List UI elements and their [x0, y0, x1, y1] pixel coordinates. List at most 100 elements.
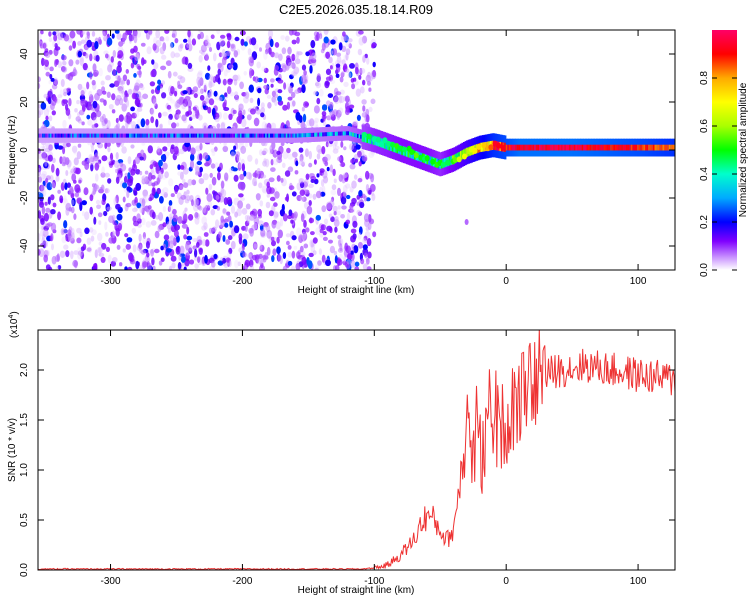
- noise-blob: [114, 30, 120, 34]
- ridge-cell: [662, 144, 665, 151]
- noise-blob: [112, 50, 117, 58]
- noise-blob: [301, 228, 306, 235]
- noise-blob: [322, 120, 327, 127]
- noise-blob: [101, 155, 108, 162]
- noise-blob: [210, 148, 216, 153]
- noise-blob: [38, 104, 41, 109]
- noise-blob: [57, 265, 62, 270]
- noise-blob: [96, 204, 102, 210]
- noise-blob: [321, 111, 327, 117]
- noise-blob: [116, 244, 121, 250]
- spec-x-tick-label: -300: [101, 276, 121, 287]
- ridge-cell: [339, 131, 342, 136]
- noise-blob: [336, 113, 341, 120]
- ridge-cell: [113, 133, 116, 138]
- ridge-cell: [241, 133, 244, 138]
- noise-blob: [82, 243, 87, 251]
- ridge-cell: [187, 133, 190, 138]
- noise-blob: [273, 53, 280, 59]
- spec-x-tick-label: 0: [503, 276, 509, 287]
- noise-blob: [350, 250, 354, 255]
- ridge-cell: [219, 133, 222, 138]
- ridge-cell: [304, 133, 307, 138]
- noise-blob: [220, 215, 224, 223]
- noise-blob: [66, 87, 72, 92]
- noise-blob: [336, 55, 342, 64]
- noise-blob: [42, 42, 47, 49]
- ridge-cell: [586, 144, 589, 151]
- noise-blob: [336, 52, 342, 57]
- noise-blob: [243, 96, 249, 104]
- ridge-cell: [523, 144, 526, 151]
- ridge-blob: [418, 154, 424, 161]
- noise-blob: [321, 146, 326, 155]
- noise-blob: [167, 206, 171, 212]
- noise-blob: [232, 62, 238, 71]
- ridge-cell: [358, 134, 361, 139]
- noise-blob: [294, 170, 299, 175]
- noise-blob: [88, 106, 93, 111]
- noise-blob: [139, 83, 144, 89]
- ridge-cell: [328, 132, 331, 137]
- noise-blob: [105, 246, 110, 252]
- noise-blob: [84, 161, 90, 167]
- noise-blob: [202, 100, 207, 106]
- noise-blob: [65, 250, 70, 258]
- noise-blob: [336, 258, 343, 266]
- noise-blob: [151, 257, 155, 266]
- noise-blob: [218, 231, 222, 239]
- noise-blob: [321, 205, 327, 213]
- noise-blob: [295, 111, 301, 121]
- noise-blob: [117, 60, 122, 68]
- noise-blob: [270, 51, 275, 58]
- ridge-cell: [46, 133, 49, 138]
- noise-blob: [347, 38, 353, 43]
- ridge-cell: [62, 133, 65, 138]
- ridge-cell: [664, 144, 667, 151]
- noise-blob: [196, 160, 202, 166]
- noise-blob: [299, 181, 305, 189]
- ridge-cell: [635, 144, 638, 151]
- noise-blob: [281, 203, 285, 212]
- noise-blob: [280, 177, 284, 183]
- noise-blob: [108, 237, 115, 244]
- noise-blob: [255, 193, 261, 201]
- noise-blob: [115, 194, 119, 204]
- noise-blob: [293, 66, 300, 75]
- ridge-cell: [532, 144, 535, 151]
- noise-blob: [62, 60, 67, 66]
- noise-blob: [40, 164, 44, 171]
- noise-blob: [329, 245, 335, 254]
- noise-blob: [370, 173, 375, 183]
- noise-blob: [96, 110, 102, 118]
- noise-blob: [340, 214, 345, 219]
- ridge-blob: [375, 136, 381, 143]
- noise-blob: [287, 166, 294, 173]
- noise-blob: [162, 146, 168, 152]
- noise-blob: [133, 56, 137, 65]
- noise-blob: [333, 211, 337, 216]
- noise-blob: [203, 84, 207, 93]
- noise-blob: [216, 206, 221, 211]
- noise-blob: [91, 79, 96, 86]
- noise-blob: [368, 151, 375, 158]
- ridge-cell: [75, 133, 78, 138]
- noise-blob: [51, 243, 54, 251]
- noise-blob: [112, 220, 116, 226]
- noise-blob: [207, 65, 211, 71]
- noise-blob: [244, 224, 248, 232]
- noise-blob: [371, 44, 376, 49]
- noise-blob: [310, 40, 316, 49]
- noise-blob: [238, 162, 242, 169]
- noise-blob: [60, 79, 65, 87]
- noise-blob: [226, 32, 232, 38]
- noise-blob: [260, 107, 266, 114]
- noise-blob: [111, 93, 116, 101]
- noise-blob: [252, 172, 258, 178]
- noise-blob: [329, 50, 334, 56]
- ridge-blob: [481, 142, 487, 149]
- noise-blob: [155, 118, 159, 128]
- noise-blob: [160, 65, 167, 71]
- noise-blob: [91, 31, 96, 37]
- noise-blob: [287, 46, 292, 55]
